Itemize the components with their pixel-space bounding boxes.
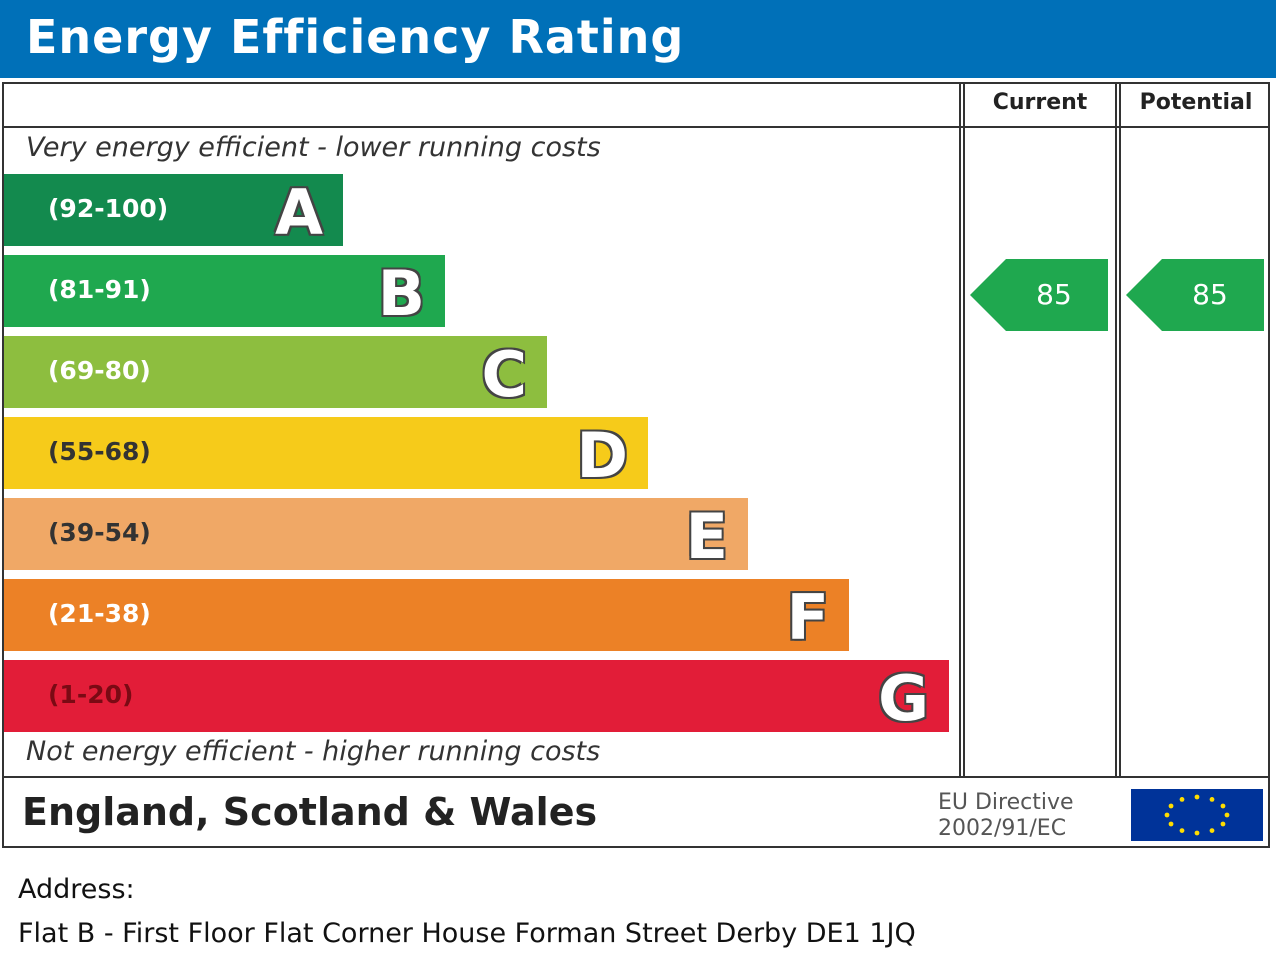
band-range-label: (69-80) xyxy=(48,356,151,385)
eu-star xyxy=(1209,797,1215,802)
eu-star xyxy=(1168,821,1174,827)
potential-rating-value: 85 xyxy=(1192,278,1228,311)
eu-star xyxy=(1164,812,1170,818)
eu-star xyxy=(1179,828,1185,833)
eu-star xyxy=(1220,803,1226,809)
divider xyxy=(1115,82,1117,778)
eu-star xyxy=(1179,797,1185,802)
band-letter-label: A xyxy=(275,176,323,249)
band-range-label: (39-54) xyxy=(48,518,151,547)
band-range-label: (81-91) xyxy=(48,275,151,304)
band-range-label: (55-68) xyxy=(48,437,151,466)
band-range-label: (1-20) xyxy=(48,680,134,709)
eu-star xyxy=(1209,828,1215,833)
band-letter-label: F xyxy=(786,581,829,654)
current-rating-arrow: 85 xyxy=(970,259,1108,331)
band-letter-label: C xyxy=(481,338,527,411)
country-label: England, Scotland & Wales xyxy=(22,790,598,834)
eu-star xyxy=(1220,821,1226,827)
rating-band-e: (39-54) E xyxy=(4,498,748,573)
divider xyxy=(963,82,965,778)
eu-directive-line1: EU Directive xyxy=(938,790,1074,815)
inefficient-note: Not energy efficient - higher running co… xyxy=(26,736,601,767)
potential-rating-arrow: 85 xyxy=(1126,259,1264,331)
efficient-note: Very energy efficient - lower running co… xyxy=(26,132,601,163)
eu-directive-line2: 2002/91/EC xyxy=(938,816,1067,841)
eu-star xyxy=(1194,830,1200,836)
divider xyxy=(1119,82,1121,778)
chart-title: Energy Efficiency Rating xyxy=(26,10,685,64)
column-header-current: Current xyxy=(992,90,1088,115)
band-letter-label: E xyxy=(685,500,728,573)
band-letter-label: D xyxy=(576,419,628,492)
eu-star xyxy=(1194,794,1200,800)
header-bar: Energy Efficiency Rating xyxy=(0,0,1276,78)
rating-band-a: (92-100) A xyxy=(4,174,343,249)
eu-star xyxy=(1224,812,1230,818)
eu-directive: EU Directive 2002/91/EC xyxy=(938,790,1074,842)
rating-band-g: (1-20) G xyxy=(4,660,949,735)
band-range-label: (92-100) xyxy=(48,194,169,223)
eu-flag-icon xyxy=(1131,789,1263,841)
divider xyxy=(2,776,1270,778)
column-header-potential: Potential xyxy=(1139,90,1253,115)
rating-band-c: (69-80) C xyxy=(4,336,547,411)
address-value: Flat B - First Floor Flat Corner House F… xyxy=(18,918,916,949)
eu-star xyxy=(1168,803,1174,809)
divider xyxy=(959,82,961,778)
arrow-shape xyxy=(1126,259,1264,331)
band-letter-label: G xyxy=(878,662,929,735)
rating-band-f: (21-38) F xyxy=(4,579,849,654)
arrow-shape xyxy=(970,259,1108,331)
eu-stars-icon xyxy=(1164,794,1230,836)
current-rating-value: 85 xyxy=(1036,278,1072,311)
rating-band-d: (55-68) D xyxy=(4,417,648,492)
rating-band-b: (81-91) B xyxy=(4,255,445,330)
address-label: Address: xyxy=(18,874,135,905)
band-range-label: (21-38) xyxy=(48,599,151,628)
divider xyxy=(2,126,1270,128)
band-letter-label: B xyxy=(377,257,425,330)
